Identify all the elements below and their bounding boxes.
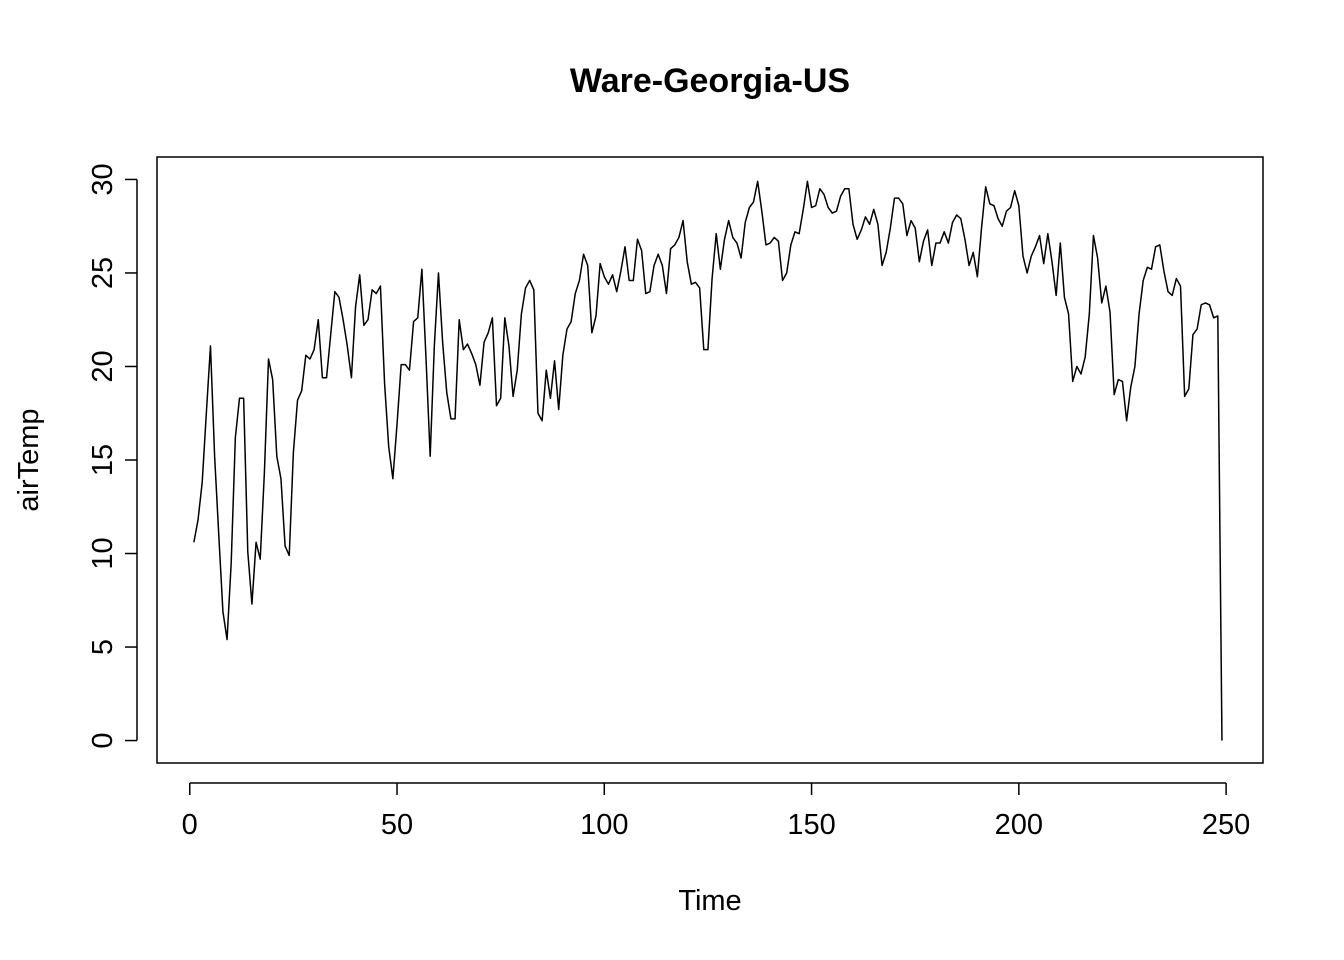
chart-title: Ware-Georgia-US	[570, 62, 850, 100]
x-tick-label: 50	[381, 809, 413, 841]
x-tick-label: 100	[580, 809, 628, 841]
plot-frame	[156, 156, 1264, 764]
x-tick-label: 150	[787, 809, 835, 841]
x-tick-label: 200	[995, 809, 1043, 841]
x-axis: 0 50 100 150 200 250	[182, 782, 1250, 841]
x-tick-label: 250	[1202, 809, 1250, 841]
x-tick-label: 0	[182, 809, 198, 841]
y-tick-label: 10	[87, 537, 119, 569]
y-tick-label: 5	[87, 639, 119, 655]
y-tick-label: 0	[87, 732, 119, 748]
y-tick-label: 25	[87, 257, 119, 289]
x-axis-label: Time	[678, 885, 741, 917]
series-line	[193, 180, 1223, 741]
y-axis-label: airTemp	[13, 408, 45, 511]
y-tick-label: 20	[87, 350, 119, 382]
y-tick-label: 15	[87, 444, 119, 476]
y-tick-label: 30	[87, 163, 119, 195]
y-axis: 0 5 10 15 20 25 30	[87, 163, 138, 749]
